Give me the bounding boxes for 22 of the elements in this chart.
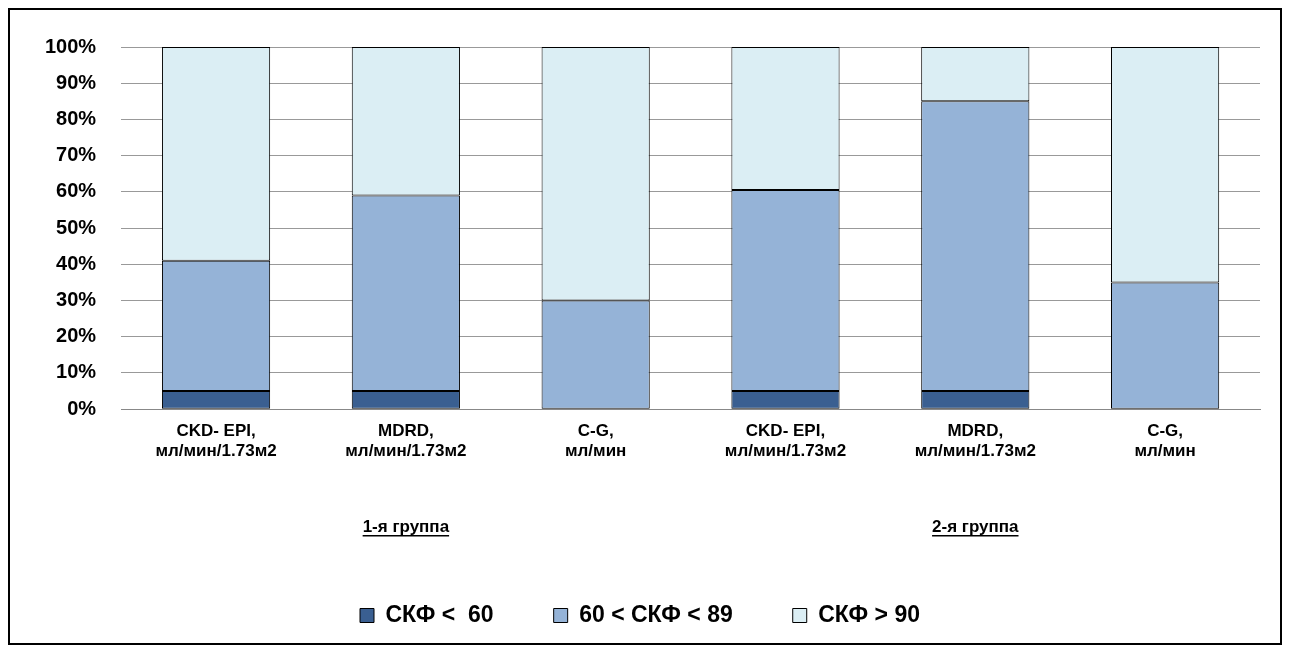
- y-tick-label: 30%: [56, 288, 97, 311]
- legend-label: СКФ < 60: [385, 600, 494, 627]
- text: 2-я группа: [932, 517, 1020, 536]
- x-tick-label: MDRD, мл/мин/1.73м2: [345, 421, 467, 461]
- y-tick-label: 20%: [56, 324, 97, 347]
- y-tick-label: 0%: [67, 396, 97, 419]
- legend-label: СКФ > 90: [818, 600, 921, 627]
- y-tick-label: 50%: [56, 215, 97, 238]
- y-tick-label: 100%: [45, 34, 97, 57]
- legend-label: 60 < СКФ < 89: [579, 600, 733, 627]
- y-tick-label: 90%: [56, 70, 97, 93]
- y-tick-label: 70%: [56, 143, 97, 166]
- x-tick-label: CKD- EPI, мл/мин/1.73м2: [155, 421, 277, 461]
- x-tick-label: C-G, мл/мин: [1134, 421, 1196, 461]
- x-tick-label: MDRD, мл/мин/1.73м2: [914, 421, 1036, 461]
- y-tick-label: 40%: [56, 251, 97, 274]
- text: 1-я группа: [362, 517, 450, 536]
- x-tick-label: C-G, мл/мин: [564, 421, 627, 461]
- y-tick-label: 60%: [56, 179, 97, 202]
- y-tick-label: 10%: [56, 360, 97, 383]
- x-tick-label: CKD- EPI, мл/мин/1.73м2: [724, 421, 847, 461]
- y-tick-label: 80%: [56, 106, 97, 129]
